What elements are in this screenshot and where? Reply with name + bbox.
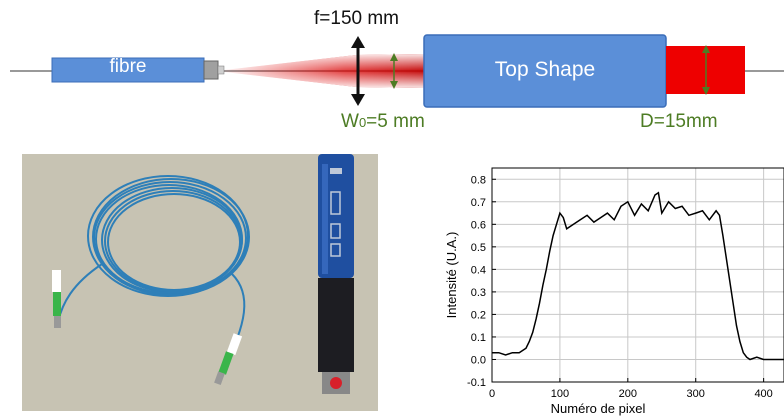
waist-arrow-head-bottom (390, 81, 398, 89)
fibre-connector-right (214, 333, 243, 386)
top-shape-label: Top Shape (494, 58, 596, 81)
fibre-connector-left (52, 270, 61, 328)
fibre-tip (217, 65, 225, 75)
output-arrow-head-bottom (702, 87, 710, 95)
focal-length-label: f=150 mm (314, 8, 400, 29)
y-tick-label: 0.1 (471, 332, 486, 344)
fibre-connector (203, 60, 219, 80)
y-tick-label: 0.8 (471, 174, 486, 186)
y-tick-label: 0.2 (471, 309, 486, 321)
x-tick-label: 0 (489, 388, 495, 400)
lens-arrow-head-bottom (351, 94, 365, 106)
collimator-tube (318, 154, 354, 394)
y-tick-label: 0.0 (471, 354, 486, 366)
x-tick-label: 400 (754, 388, 772, 400)
plot-frame (491, 167, 784, 383)
beam-edge-fade (224, 54, 424, 88)
y-tick-label: 0.3 (471, 287, 486, 299)
fibre-coil-and-collimator-icon (22, 154, 378, 411)
x-tick-label: 300 (687, 388, 705, 400)
fibre-box (51, 57, 205, 83)
output-arrow-head-top (702, 45, 710, 53)
waist-label: W0=5 mm (341, 111, 425, 133)
lens-arrow-head-top (351, 36, 365, 48)
x-tick-label: 100 (551, 388, 569, 400)
output-diameter-label: D=15mm (640, 111, 718, 132)
waist-label-prefix: W (341, 111, 359, 132)
waist-label-suffix: =5 mm (366, 111, 425, 132)
fibre-label: fibre (109, 56, 147, 77)
y-axis-label: Intensité (U.A.) (444, 232, 459, 319)
equipment-photo (22, 154, 378, 411)
x-axis-label: Numéro de pixel (551, 401, 646, 416)
waist-arrow-head-top (390, 53, 398, 61)
y-tick-label: -0.1 (467, 377, 486, 389)
intensity-profile-chart: -0.1 0.0 0.1 0.2 0.3 0.4 0.5 0.6 0.7 0.8 0 100 200 30… (444, 167, 784, 416)
y-tick-label: 0.5 (471, 242, 486, 254)
y-tick-label: 0.4 (471, 264, 486, 276)
optical-setup-diagram (10, 34, 784, 108)
waist-label-sub: 0 (358, 115, 367, 130)
y-tick-label: 0.6 (471, 219, 486, 231)
x-tick-label: 200 (619, 388, 637, 400)
y-tick-label: 0.7 (471, 197, 486, 209)
intensity-series-line (492, 191, 784, 361)
